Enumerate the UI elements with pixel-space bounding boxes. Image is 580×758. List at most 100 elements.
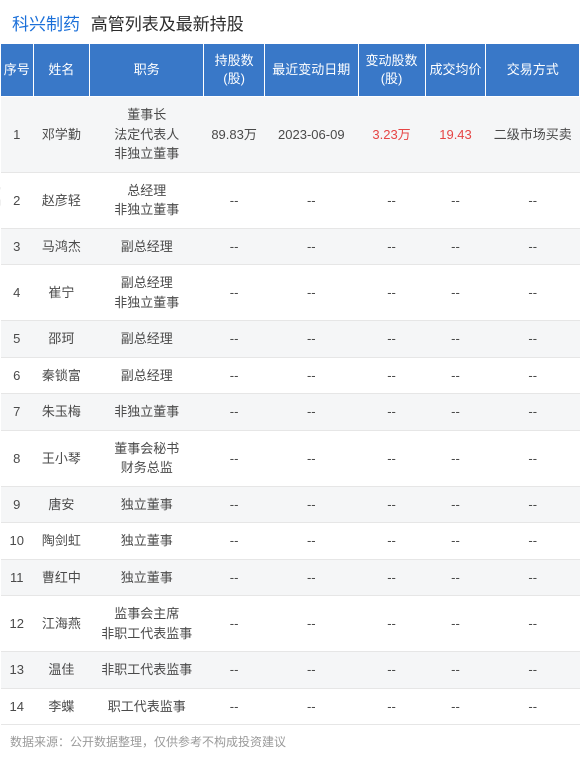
cell-name: 赵彦轻 (33, 172, 90, 228)
cell-date: -- (265, 559, 358, 596)
cell-method: -- (486, 172, 580, 228)
cell-index: 6 (1, 357, 34, 394)
cell-date: -- (265, 596, 358, 652)
cell-price: -- (425, 486, 486, 523)
table-row: 6秦锁富副总经理---------- (1, 357, 580, 394)
cell-date: -- (265, 394, 358, 431)
cell-method: -- (486, 430, 580, 486)
cell-name: 江海燕 (33, 596, 90, 652)
cell-role: 总经理非独立董事 (90, 172, 204, 228)
cell-role: 董事长法定代表人非独立董事 (90, 97, 204, 173)
cell-role: 副总经理 (90, 357, 204, 394)
cell-index: 9 (1, 486, 34, 523)
cell-name: 秦锁富 (33, 357, 90, 394)
table-row: 7朱玉梅非独立董事---------- (1, 394, 580, 431)
col-header-role: 职务 (90, 44, 204, 97)
cell-price: -- (425, 596, 486, 652)
cell-shares: -- (204, 265, 265, 321)
cell-date: -- (265, 652, 358, 689)
cell-name: 邓学勤 (33, 97, 90, 173)
cell-index: 14 (1, 688, 34, 725)
cell-date: -- (265, 228, 358, 265)
table-row: 13温佳非职工代表监事---------- (1, 652, 580, 689)
cell-index: 3 (1, 228, 34, 265)
cell-date: -- (265, 321, 358, 358)
cell-method: -- (486, 394, 580, 431)
cell-method: -- (486, 265, 580, 321)
cell-shares: -- (204, 172, 265, 228)
cell-role: 非独立董事 (90, 394, 204, 431)
cell-price: -- (425, 357, 486, 394)
cell-change: -- (358, 265, 425, 321)
cell-price: -- (425, 688, 486, 725)
cell-price: -- (425, 559, 486, 596)
cell-shares: -- (204, 652, 265, 689)
cell-method: -- (486, 357, 580, 394)
col-header-change: 变动股数(股) (358, 44, 425, 97)
cell-change: -- (358, 321, 425, 358)
cell-role: 监事会主席非职工代表监事 (90, 596, 204, 652)
col-header-price: 成交均价 (425, 44, 486, 97)
table-row: 9唐安独立董事---------- (1, 486, 580, 523)
cell-method: -- (486, 559, 580, 596)
cell-change: -- (358, 394, 425, 431)
cell-change: -- (358, 228, 425, 265)
cell-change: -- (358, 172, 425, 228)
cell-shares: -- (204, 596, 265, 652)
cell-index: 10 (1, 523, 34, 560)
cell-method: -- (486, 228, 580, 265)
cell-name: 崔宁 (33, 265, 90, 321)
cell-index: 13 (1, 652, 34, 689)
cell-date: -- (265, 357, 358, 394)
cell-shares: -- (204, 486, 265, 523)
table-row: 10陶剑虹独立董事---------- (1, 523, 580, 560)
table-header-row: 序号 姓名 职务 持股数(股) 最近变动日期 变动股数(股) 成交均价 交易方式 (1, 44, 580, 97)
cell-price: -- (425, 228, 486, 265)
cell-name: 唐安 (33, 486, 90, 523)
cell-method: -- (486, 596, 580, 652)
cell-shares: -- (204, 688, 265, 725)
cell-name: 陶剑虹 (33, 523, 90, 560)
page-title: 高管列表及最新持股 (91, 15, 244, 34)
cell-role: 副总经理 (90, 321, 204, 358)
cell-method: -- (486, 523, 580, 560)
cell-method: -- (486, 688, 580, 725)
cell-shares: -- (204, 394, 265, 431)
cell-name: 温佳 (33, 652, 90, 689)
cell-price: -- (425, 523, 486, 560)
cell-date: -- (265, 265, 358, 321)
table-row: 4崔宁副总经理非独立董事---------- (1, 265, 580, 321)
col-header-method: 交易方式 (486, 44, 580, 97)
cell-name: 曹红中 (33, 559, 90, 596)
cell-index: 12 (1, 596, 34, 652)
cell-change: -- (358, 559, 425, 596)
executives-table: 序号 姓名 职务 持股数(股) 最近变动日期 变动股数(股) 成交均价 交易方式… (0, 43, 580, 725)
cell-price: -- (425, 172, 486, 228)
cell-method: -- (486, 321, 580, 358)
header: 科兴制药 高管列表及最新持股 (0, 0, 580, 43)
cell-price: -- (425, 321, 486, 358)
cell-shares: 89.83万 (204, 97, 265, 173)
cell-price: -- (425, 430, 486, 486)
cell-shares: -- (204, 228, 265, 265)
table-row: 14李蝶职工代表监事---------- (1, 688, 580, 725)
cell-index: 1 (1, 97, 34, 173)
cell-date: 2023-06-09 (265, 97, 358, 173)
cell-change: -- (358, 357, 425, 394)
cell-name: 王小琴 (33, 430, 90, 486)
cell-role: 独立董事 (90, 559, 204, 596)
table-row: 3马鸿杰副总经理---------- (1, 228, 580, 265)
cell-index: 2 (1, 172, 34, 228)
cell-shares: -- (204, 559, 265, 596)
table-row: 11曹红中独立董事---------- (1, 559, 580, 596)
col-header-date: 最近变动日期 (265, 44, 358, 97)
cell-shares: -- (204, 430, 265, 486)
cell-change: -- (358, 523, 425, 560)
cell-price: -- (425, 652, 486, 689)
col-header-shares: 持股数(股) (204, 44, 265, 97)
cell-index: 7 (1, 394, 34, 431)
cell-name: 李蝶 (33, 688, 90, 725)
cell-date: -- (265, 688, 358, 725)
cell-name: 邵珂 (33, 321, 90, 358)
cell-date: -- (265, 430, 358, 486)
